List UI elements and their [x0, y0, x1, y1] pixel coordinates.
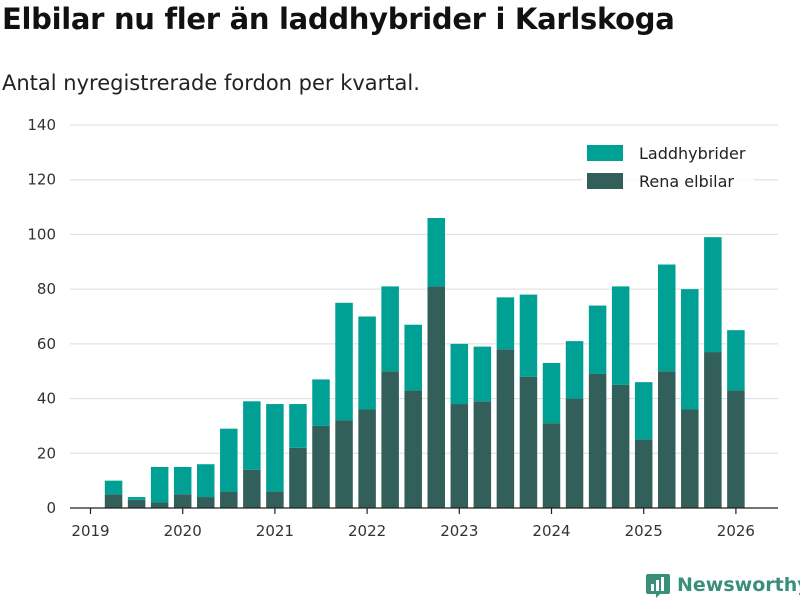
bar-laddhybrider: [312, 379, 330, 426]
bar-rena-elbilar: [197, 497, 215, 508]
bar-laddhybrider: [565, 341, 584, 399]
bar-laddhybrider: [104, 480, 123, 495]
chart-title: Elbilar nu fler än laddhybrider i Karlsk…: [2, 2, 675, 36]
legend: Laddhybrider Rena elbilar: [582, 143, 754, 193]
bar-laddhybrider: [243, 401, 261, 470]
brand-logo: Newsworthy: [645, 570, 800, 600]
bar-rena-elbilar: [150, 502, 169, 508]
bar-laddhybrider: [681, 289, 699, 410]
bar-laddhybrider: [404, 324, 422, 391]
y-tick-label: 20: [37, 444, 56, 462]
y-tick-label: 0: [46, 499, 56, 517]
bar-laddhybrider: [496, 297, 515, 350]
bar-rena-elbilar: [473, 401, 492, 508]
x-tick-label: 2024: [532, 522, 570, 540]
bar-laddhybrider: [335, 302, 353, 421]
bar-rena-elbilar: [104, 494, 123, 508]
bar-laddhybrider: [588, 305, 607, 374]
bar-rena-elbilar: [127, 499, 146, 508]
y-tick-label: 80: [37, 280, 56, 298]
bar-laddhybrider: [150, 466, 169, 503]
x-tick-label: 2023: [440, 522, 478, 540]
bar-laddhybrider: [427, 218, 445, 287]
x-tick-label: 2021: [256, 522, 294, 540]
bar-rena-elbilar: [358, 409, 376, 508]
bar-laddhybrider: [634, 382, 653, 440]
bar-rena-elbilar: [727, 390, 745, 508]
chart-subtitle: Antal nyregistrerade fordon per kvartal.: [2, 71, 420, 95]
x-tick-label: 2020: [164, 522, 202, 540]
bar-laddhybrider: [381, 286, 399, 372]
bar-rena-elbilar: [588, 373, 607, 508]
bar-rena-elbilar: [289, 447, 307, 508]
legend-swatch: [587, 173, 623, 189]
bar-rena-elbilar: [404, 390, 422, 508]
bar-rena-elbilar: [519, 376, 538, 508]
bar-rena-elbilar: [450, 404, 469, 508]
bar-rena-elbilar: [611, 384, 630, 508]
bar-laddhybrider: [358, 316, 376, 410]
legend-label: Laddhybrider: [639, 144, 746, 163]
bar-laddhybrider: [727, 330, 745, 391]
newsworthy-logo-icon: [646, 574, 670, 598]
y-tick-label: 120: [27, 171, 56, 189]
x-tick-label: 2025: [625, 522, 663, 540]
bars: [104, 218, 745, 508]
bar-laddhybrider: [611, 286, 630, 385]
y-tick-label: 40: [37, 390, 56, 408]
bar-laddhybrider: [173, 466, 192, 495]
bar-laddhybrider: [658, 264, 676, 372]
y-tick-label: 100: [27, 225, 56, 243]
bar-rena-elbilar: [173, 494, 192, 508]
bar-rena-elbilar: [312, 425, 330, 508]
y-tick-label: 60: [37, 335, 56, 353]
bar-rena-elbilar: [681, 409, 699, 508]
bar-rena-elbilar: [427, 286, 445, 508]
bar-rena-elbilar: [496, 349, 515, 508]
x-tick-label: 2026: [717, 522, 755, 540]
bar-laddhybrider: [220, 428, 238, 492]
bar-rena-elbilar: [542, 423, 561, 508]
bar-laddhybrider: [127, 497, 146, 500]
bar-laddhybrider: [450, 343, 469, 405]
bar-rena-elbilar: [704, 352, 722, 508]
x-tick-label: 2022: [348, 522, 386, 540]
x-tick-label: 2019: [71, 522, 109, 540]
bar-laddhybrider: [704, 237, 722, 353]
bar-rena-elbilar: [220, 491, 238, 508]
y-axis: 0 20 40 60 80 100 120 140: [27, 116, 56, 517]
bar-rena-elbilar: [381, 371, 399, 508]
y-tick-label: 140: [27, 116, 56, 134]
legend-swatch: [587, 145, 623, 161]
bar-rena-elbilar: [565, 398, 584, 508]
bar-laddhybrider: [519, 294, 538, 377]
x-axis: 2019 2020 2021 2022 2023 2024 2025 2026: [71, 508, 755, 540]
bar-rena-elbilar: [634, 439, 653, 508]
bar-rena-elbilar: [658, 371, 676, 508]
bar-laddhybrider: [542, 363, 561, 424]
bar-rena-elbilar: [266, 491, 284, 508]
bar-laddhybrider: [197, 464, 215, 498]
bar-laddhybrider: [473, 346, 492, 402]
brand-name: Newsworthy: [677, 574, 800, 596]
bar-rena-elbilar: [243, 469, 261, 508]
bar-rena-elbilar: [335, 420, 353, 508]
legend-label: Rena elbilar: [639, 172, 734, 191]
bar-laddhybrider: [266, 404, 284, 492]
bar-laddhybrider: [289, 404, 307, 448]
